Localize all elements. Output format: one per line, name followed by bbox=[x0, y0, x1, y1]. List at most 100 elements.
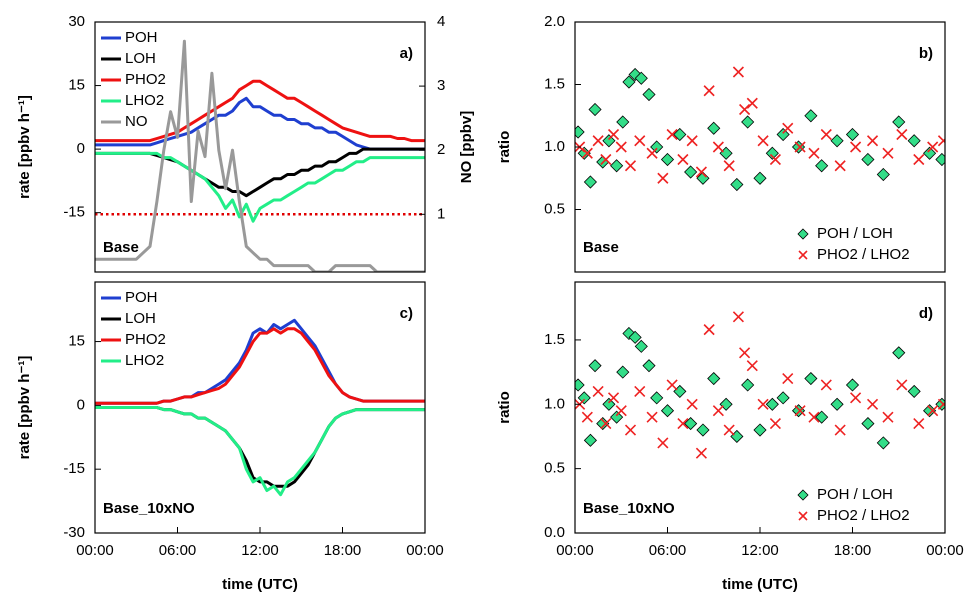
panel-label: d) bbox=[919, 305, 933, 322]
point bbox=[628, 330, 642, 344]
point bbox=[820, 379, 832, 391]
y-axis-label: ratio bbox=[496, 391, 513, 424]
y-tick-label: 1.5 bbox=[544, 331, 565, 348]
point bbox=[927, 141, 939, 153]
point bbox=[861, 152, 875, 167]
point bbox=[935, 397, 945, 411]
y-tick-label: 1.5 bbox=[544, 75, 565, 92]
point bbox=[581, 411, 593, 423]
point bbox=[757, 398, 769, 410]
point bbox=[834, 424, 846, 436]
point bbox=[757, 135, 769, 147]
point bbox=[913, 153, 925, 166]
point bbox=[660, 152, 675, 167]
point bbox=[850, 141, 862, 153]
point bbox=[746, 97, 758, 109]
y-tick-label: 0.5 bbox=[544, 200, 565, 217]
point bbox=[820, 128, 832, 141]
point bbox=[804, 371, 818, 386]
point bbox=[765, 397, 779, 411]
point bbox=[677, 153, 689, 166]
point bbox=[602, 397, 616, 411]
x-axis-label: time (UTC) bbox=[222, 576, 298, 593]
point bbox=[794, 405, 806, 417]
point bbox=[666, 128, 678, 141]
y2-tick-label: 2 bbox=[437, 141, 445, 158]
point bbox=[741, 115, 755, 129]
legend-label: PHO2 / LHO2 bbox=[817, 507, 910, 524]
point bbox=[723, 160, 735, 172]
x-tick-label: 12:00 bbox=[241, 542, 279, 559]
point bbox=[896, 379, 908, 391]
point bbox=[791, 140, 806, 154]
point bbox=[615, 405, 627, 417]
series-line bbox=[95, 79, 425, 143]
panel-label: a) bbox=[400, 45, 413, 62]
y2-tick-label: 1 bbox=[437, 205, 445, 222]
legend-label: PHO2 bbox=[125, 331, 166, 348]
point bbox=[808, 411, 820, 423]
point bbox=[723, 424, 735, 436]
point bbox=[695, 166, 707, 178]
plot-area bbox=[575, 66, 945, 192]
point bbox=[861, 417, 875, 431]
point bbox=[719, 146, 733, 160]
point bbox=[581, 147, 593, 159]
point bbox=[741, 378, 755, 392]
y2-tick-label: 3 bbox=[437, 77, 445, 94]
point bbox=[782, 372, 794, 385]
panel-annotation: Base_10xNO bbox=[583, 500, 675, 517]
point bbox=[642, 87, 656, 102]
y-tick-label: -15 bbox=[63, 204, 85, 221]
legend-label: LOH bbox=[125, 310, 156, 327]
y-tick-label: 0 bbox=[77, 396, 85, 413]
point bbox=[927, 405, 939, 417]
point bbox=[666, 379, 678, 391]
legend-label: LHO2 bbox=[125, 92, 164, 109]
point bbox=[937, 135, 945, 147]
point bbox=[830, 134, 844, 148]
point bbox=[624, 160, 637, 172]
point bbox=[776, 127, 790, 142]
point bbox=[642, 359, 656, 373]
point bbox=[892, 115, 906, 129]
point bbox=[876, 167, 890, 182]
point bbox=[703, 85, 715, 97]
y2-axis-label: NO [ppbv] bbox=[458, 111, 475, 184]
point bbox=[882, 147, 894, 159]
panel-annotation: Base bbox=[583, 239, 619, 256]
point bbox=[616, 115, 630, 129]
y-tick-label: 0 bbox=[77, 140, 85, 157]
series-line bbox=[95, 151, 425, 223]
legend-label: PHO2 / LHO2 bbox=[817, 246, 910, 263]
point bbox=[907, 134, 921, 148]
panel-annotation: Base_10xNO bbox=[103, 500, 195, 517]
point bbox=[707, 371, 721, 386]
y-tick-label: -15 bbox=[63, 460, 85, 477]
point bbox=[650, 391, 664, 405]
legend-label: LHO2 bbox=[125, 352, 164, 369]
point bbox=[673, 384, 687, 398]
point bbox=[845, 378, 860, 392]
point bbox=[588, 102, 602, 117]
point bbox=[615, 141, 627, 153]
point bbox=[607, 392, 620, 404]
y-tick-label: -30 bbox=[63, 524, 85, 541]
x-tick-label: 00:00 bbox=[406, 542, 444, 559]
y-tick-label: 15 bbox=[68, 333, 85, 350]
series-line bbox=[95, 406, 425, 497]
point bbox=[607, 128, 620, 141]
point bbox=[634, 71, 648, 85]
y-tick-label: 1.0 bbox=[544, 395, 565, 412]
point bbox=[776, 391, 790, 405]
point bbox=[634, 135, 646, 147]
point bbox=[616, 365, 630, 379]
point bbox=[732, 66, 744, 78]
y-tick-label: 0.5 bbox=[544, 460, 565, 477]
point bbox=[673, 127, 687, 142]
plot-area bbox=[95, 318, 425, 497]
point bbox=[588, 359, 602, 373]
y-tick-label: 0.0 bbox=[544, 524, 565, 541]
point bbox=[592, 135, 604, 147]
